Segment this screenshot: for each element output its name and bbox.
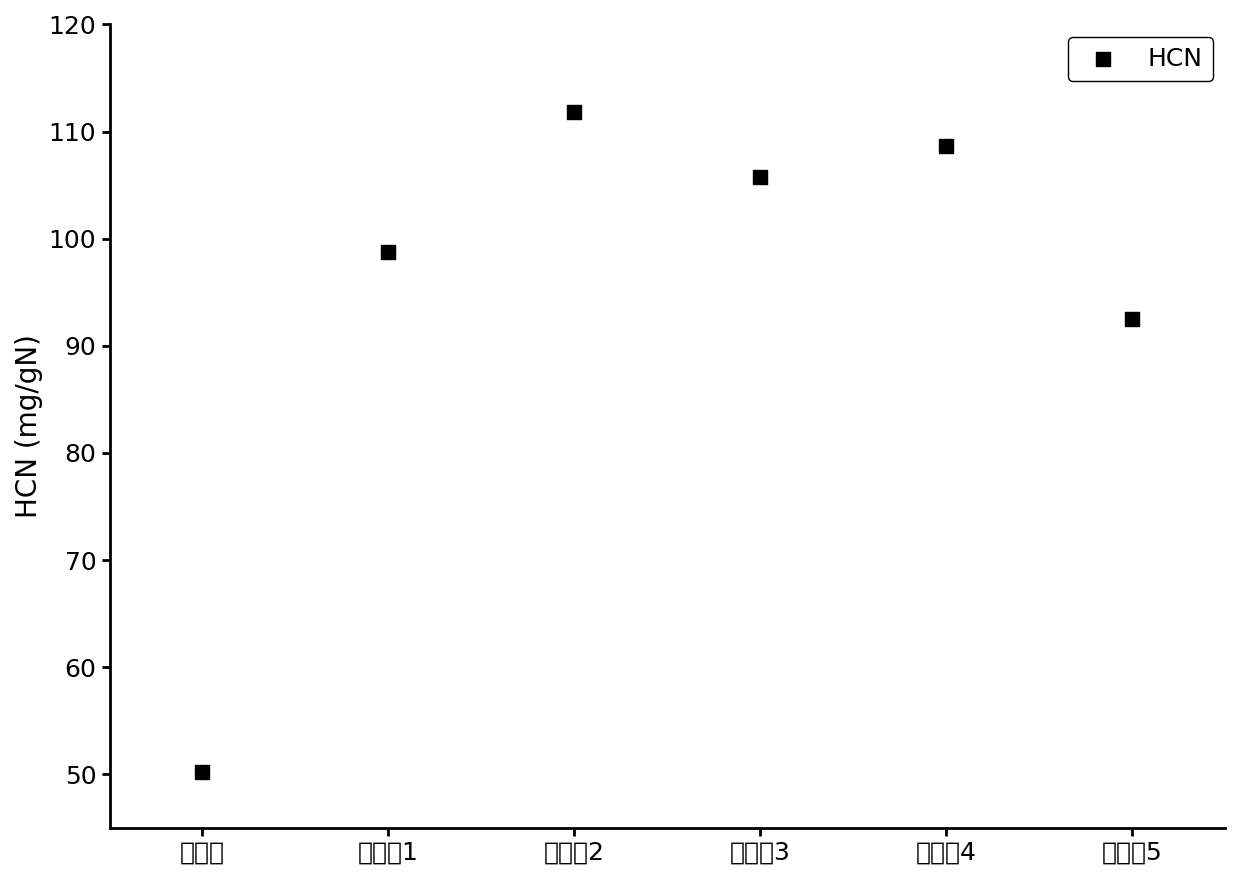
HCN: [936, 138, 956, 152]
HCN: [564, 106, 584, 120]
Y-axis label: HCN (mg/gN): HCN (mg/gN): [15, 334, 43, 518]
HCN: [1122, 312, 1142, 326]
HCN: [192, 765, 212, 779]
Legend: HCN: HCN: [1068, 37, 1213, 81]
HCN: [750, 170, 770, 184]
HCN: [378, 245, 398, 259]
